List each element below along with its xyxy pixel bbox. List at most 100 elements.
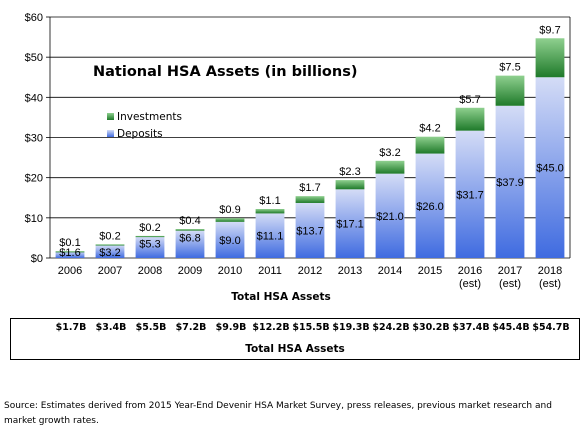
y-tick-label: $60 (25, 12, 43, 24)
bar-investments (175, 229, 205, 231)
bar-investments (335, 180, 365, 190)
x-tick-sublabel: (est) (459, 278, 481, 290)
y-tick-label: $40 (25, 92, 43, 104)
data-label-investments: $3.2 (379, 147, 400, 159)
y-tick-label: $0 (31, 253, 43, 265)
y-tick-label: $50 (25, 52, 43, 64)
bar-deposits (95, 245, 125, 258)
y-tick-label: $10 (25, 213, 43, 225)
summary-total-cell: $1.7B (55, 322, 87, 333)
summary-total-cell: $19.3B (332, 322, 370, 333)
x-tick-sublabel: (est) (499, 278, 521, 290)
data-label-deposits: $3.2 (99, 247, 120, 259)
bar-deposits (175, 230, 205, 258)
x-tick-label: 2014 (378, 265, 402, 277)
summary-total-cell: $3.4B (95, 322, 127, 333)
bar-deposits (55, 251, 85, 258)
data-label-deposits: $11.1 (257, 231, 284, 243)
bar-investments (415, 136, 445, 154)
bar-investments (135, 235, 165, 238)
data-label-deposits: $1.6 (59, 247, 80, 259)
x-tick-label: 2009 (178, 265, 202, 277)
bar-deposits (415, 153, 445, 258)
bar-deposits (295, 202, 325, 258)
summary-total-cell: $54.7B (532, 322, 570, 333)
summary-total-cell: $15.5B (292, 322, 330, 333)
chart-title: National HSA Assets (in billions) (93, 64, 357, 80)
legend: Investments Deposits (107, 111, 182, 140)
data-label-investments: $7.5 (499, 62, 520, 74)
data-label-investments: $0.2 (99, 230, 120, 242)
legend-swatch-deposits (107, 130, 114, 137)
summary-total-cell: $30.2B (412, 322, 450, 333)
y-tick-label: $30 (25, 133, 43, 145)
bar-investments (215, 218, 245, 222)
data-label-investments: $5.7 (459, 94, 480, 106)
x-tick-label: 2013 (338, 265, 362, 277)
x-tick-sublabel: (est) (539, 278, 561, 290)
data-label-deposits: $45.0 (536, 163, 564, 175)
x-tick-label: 2007 (98, 265, 122, 277)
bar-investments (55, 251, 85, 253)
bar-deposits (215, 221, 245, 258)
bar-deposits (495, 105, 525, 258)
data-label-deposits: $31.7 (456, 189, 484, 201)
data-label-investments: $0.9 (219, 204, 240, 216)
bar-deposits (255, 213, 285, 258)
summary-total-cell: $24.2B (372, 322, 410, 333)
data-label-investments: $0.1 (59, 237, 80, 249)
legend-label-investments: Investments (117, 111, 182, 123)
data-label-deposits: $26.0 (416, 201, 444, 213)
bar-investments (95, 244, 125, 246)
summary-total-cell: $9.9B (215, 322, 247, 333)
bar-investments (495, 75, 525, 106)
bar-deposits (335, 189, 365, 258)
data-label-investments: $0.4 (179, 215, 200, 227)
data-label-deposits: $9.0 (219, 235, 240, 247)
x-tick-label: 2010 (218, 265, 242, 277)
x-tick-label: 2018 (538, 265, 562, 277)
bar-investments (255, 208, 285, 214)
x-tick-label: 2006 (58, 265, 82, 277)
legend-label-deposits: Deposits (117, 128, 163, 140)
summary-totals-row: $1.7B $3.4B $5.5B $7.2B $9.9B $12.2B $15.5B $19… (11, 322, 579, 338)
data-label-investments: $4.2 (419, 123, 440, 135)
y-tick-label: $20 (25, 173, 43, 185)
legend-swatch-investments (107, 113, 114, 120)
bar-deposits (535, 77, 565, 258)
x-tick-label: 2015 (418, 265, 442, 277)
summary-total-cell: $37.4B (452, 322, 490, 333)
data-label-investments: $0.2 (139, 222, 160, 234)
data-label-deposits: $21.0 (376, 211, 404, 223)
bar-deposits (135, 236, 165, 258)
axes: $0 $10 $20 $30 $40 $50 $60 2006 2007 2008 2009 2010… (25, 12, 571, 290)
data-label-investments: $9.7 (539, 24, 560, 36)
data-label-deposits: $6.8 (179, 233, 200, 245)
summary-total-cell: $12.2B (252, 322, 290, 333)
x-tick-label: 2012 (298, 265, 322, 277)
data-label-deposits: $17.1 (336, 219, 364, 231)
data-label-investments: $1.1 (259, 195, 280, 207)
summary-total-cell: $45.4B (492, 322, 530, 333)
summary-title: Total HSA Assets (245, 343, 345, 355)
summary-total-cell: $7.2B (175, 322, 207, 333)
bar-deposits (375, 173, 405, 258)
bar-investments (535, 38, 565, 78)
summary-table: $1.7B $3.4B $5.5B $7.2B $9.9B $12.2B $15.5B $19… (10, 318, 580, 360)
data-label-deposits: $37.9 (496, 177, 524, 189)
source-note: Source: Estimates derived from 2015 Year… (4, 401, 552, 426)
x-tick-label: 2011 (258, 265, 282, 277)
data-label-deposits: $13.7 (296, 225, 324, 237)
bar-deposits (455, 130, 485, 258)
summary-total-cell: $5.5B (135, 322, 167, 333)
bar-investments (295, 196, 325, 203)
bar-investments (375, 160, 405, 174)
data-label-deposits: $5.3 (139, 239, 160, 251)
x-axis-title: Total HSA Assets (231, 291, 331, 303)
data-labels: $1.6$0.1 $3.2 $0.2 $5.3 $0.2 $6.8 $0.4 $9.0 $0.9… (59, 24, 563, 259)
x-tick-label: 2017 (498, 265, 522, 277)
x-tick-label: 2008 (138, 265, 162, 277)
data-label-investments: $2.3 (339, 166, 360, 178)
bars (55, 38, 565, 258)
x-tick-label: 2016 (458, 265, 482, 277)
